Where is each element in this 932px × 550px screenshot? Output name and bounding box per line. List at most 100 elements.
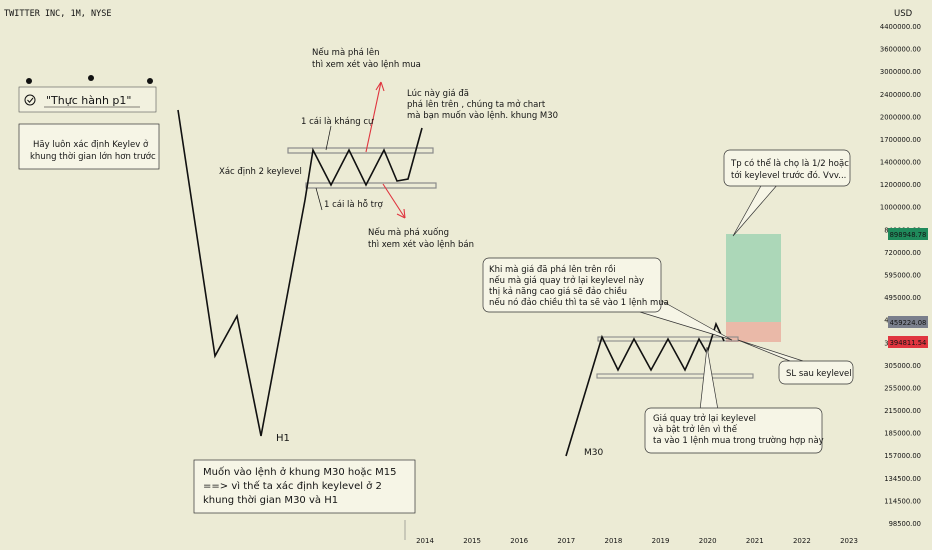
sl-callout-text: SL sau keylevel: [786, 369, 852, 379]
price-tick-label: 3600000.00: [880, 46, 921, 54]
bounce-callout-line-1: Giá quay trở lại keylevel: [653, 413, 756, 424]
m30-label: M30: [584, 448, 603, 458]
price-tick-label: 595000.00: [884, 272, 921, 280]
tp-callout-box: [723, 149, 851, 187]
bottom-note-line-1: Muốn vào lệnh ở khung M30 hoặc M15: [203, 466, 397, 478]
breakout-up-arrow: [365, 81, 382, 153]
retest-callout-pointer: [639, 299, 733, 341]
price-tick-label: 1400000.00: [880, 159, 921, 167]
sl-callout-box: [778, 360, 854, 385]
bounce-callout-pointer: [699, 346, 719, 411]
bounce-callout-line-3: ta vào 1 lệnh mua trong trường hợp này: [653, 435, 824, 446]
stop-loss-zone: [726, 322, 781, 342]
time-tick-label: 2017: [557, 537, 575, 545]
keylevel-note-line-2: khung thời gian lớn hơn trước: [30, 151, 156, 162]
time-tick-label: 2021: [746, 537, 764, 545]
price-tick-label: 2000000.00: [880, 113, 921, 121]
keylevel-note-box: [18, 123, 160, 170]
price-tick-label: 255000.00: [884, 384, 921, 392]
retest-callout-line-3: thị kả năng cao giá sẽ đảo chiều: [489, 286, 627, 297]
retest-callout-line-1: Khi mà giá đã phá lên trên rồi: [489, 264, 616, 275]
take-profit-zone: [726, 234, 781, 322]
price-tick-label: 305000.00: [884, 362, 921, 370]
price-badge[interactable]: 898948.78: [888, 228, 928, 240]
tp-callout-pointer: [732, 183, 779, 237]
support-keylevel-band: [305, 182, 437, 189]
practice-title: "Thực hành p1": [46, 94, 131, 107]
price-tick-label: 1700000.00: [880, 136, 921, 144]
price-tick-label: 1200000.00: [880, 181, 921, 189]
price-tick-label: 4400000.00: [880, 23, 921, 31]
breakout-down-line-2: thì xem xét vào lệnh bán: [368, 239, 474, 250]
m30-lower-keylevel-band: [596, 373, 754, 379]
bottom-note-line-3: khung thời gian M30 và H1: [203, 494, 338, 506]
price-tick-label: 1000000.00: [880, 204, 921, 212]
two-keylevels-label: Xác định 2 keylevel: [219, 167, 302, 177]
bounce-callout-line-2: và bật trở lên vì thế: [653, 424, 738, 435]
support-leader: [315, 187, 323, 211]
symbol-header[interactable]: TWITTER INC, 1M, NYSE: [4, 9, 111, 19]
price-tick-label: 98500.00: [889, 520, 921, 528]
price-badge[interactable]: 394811.54: [888, 336, 928, 348]
currency-label: USD: [894, 9, 913, 19]
resistance-leader: [325, 125, 332, 151]
breakout-up-line-2: thì xem xét vào lệnh mua: [312, 59, 421, 70]
price-tick-label: 2400000.00: [880, 91, 921, 99]
price-tick-label: 215000.00: [884, 407, 921, 415]
tp-callout-line-2: tới keylevel trước đó. Vvv...: [731, 170, 846, 181]
price-tick-label: 720000.00: [884, 249, 921, 257]
price-axis[interactable]: 4400000.00 3600000.00 3000000.00 2400000.00…: [880, 23, 928, 528]
time-tick-label: 2020: [699, 537, 717, 545]
time-tick-label: 2019: [652, 537, 670, 545]
time-tick-label: 2015: [463, 537, 481, 545]
resistance-keylevel-band: [287, 147, 434, 154]
h1-label: H1: [276, 433, 290, 444]
keylevel-note-line-1: Hãy luôn xác định Keylev ở: [33, 139, 149, 150]
price-badge-label: 394811.54: [890, 339, 927, 347]
breakout-down-line-1: Nếu mà phá xuống: [368, 227, 449, 238]
support-label: 1 cái là hỗ trợ: [324, 199, 383, 210]
bottom-note-box: [193, 459, 416, 514]
breakout-up-arrowhead: [375, 81, 385, 92]
range-zigzag-path: [304, 127, 423, 201]
dot-marker-right: [147, 78, 153, 84]
chart-hint-line-3: mà bạn muốn vào lệnh. khung M30: [407, 110, 558, 121]
price-badge-label: 459224.08: [890, 319, 927, 327]
time-tick-label: 2022: [793, 537, 811, 545]
breakout-up-line-1: Nếu mà phá lên: [312, 47, 380, 58]
dot-marker-left: [26, 78, 32, 84]
dot-marker-middle: [88, 75, 94, 81]
chart-hint-line-2: phá lên trên , chúng ta mở chart: [407, 99, 546, 110]
time-tick-label: 2018: [605, 537, 623, 545]
time-tick-label: 2016: [510, 537, 528, 545]
bottom-note-line-2: ==> vì thế ta xác định keylevel ở 2: [203, 480, 382, 492]
price-tick-label: 3000000.00: [880, 68, 921, 76]
check-circle-icon: [24, 94, 36, 106]
bounce-callout-box: [644, 407, 823, 454]
breakout-down-arrow: [382, 183, 406, 219]
time-axis[interactable]: 2014 2015 2016 2017 2018 2019 2020 2021 2022 2023: [416, 537, 858, 545]
retest-callout-box: [482, 257, 662, 313]
time-tick-label: 2014: [416, 537, 434, 545]
price-badge[interactable]: 459224.08: [888, 316, 928, 328]
m30-price-path: [565, 321, 725, 457]
m30-upper-keylevel-band: [597, 336, 739, 342]
retest-callout-line-2: nếu mà giá quay trở lại keylevel này: [489, 275, 644, 286]
tp-callout-line-1: Tp có thể là chọ là 1/2 hoặc: [730, 158, 849, 169]
price-tick-label: 495000.00: [884, 294, 921, 302]
sl-callout-pointer: [737, 339, 804, 362]
price-tick-label: 114500.00: [884, 497, 921, 505]
price-tick-label: 134500.00: [884, 475, 921, 483]
price-badge-label: 898948.78: [890, 231, 927, 239]
price-tick-label: 185000.00: [884, 430, 921, 438]
chart-hint-line-1: Lúc này giá đã: [407, 89, 469, 99]
breakout-down-arrowhead: [396, 208, 406, 219]
price-tick-label: 157000.00: [884, 452, 921, 460]
h1-price-path: [177, 109, 306, 437]
practice-title-box[interactable]: "Thực hành p1": [18, 86, 157, 113]
resistance-label: 1 cái là kháng cự: [301, 117, 374, 127]
time-tick-label: 2023: [840, 537, 858, 545]
retest-callout-line-4: nếu nó đảo chiều thì ta sẽ vào 1 lệnh mu…: [489, 297, 669, 308]
